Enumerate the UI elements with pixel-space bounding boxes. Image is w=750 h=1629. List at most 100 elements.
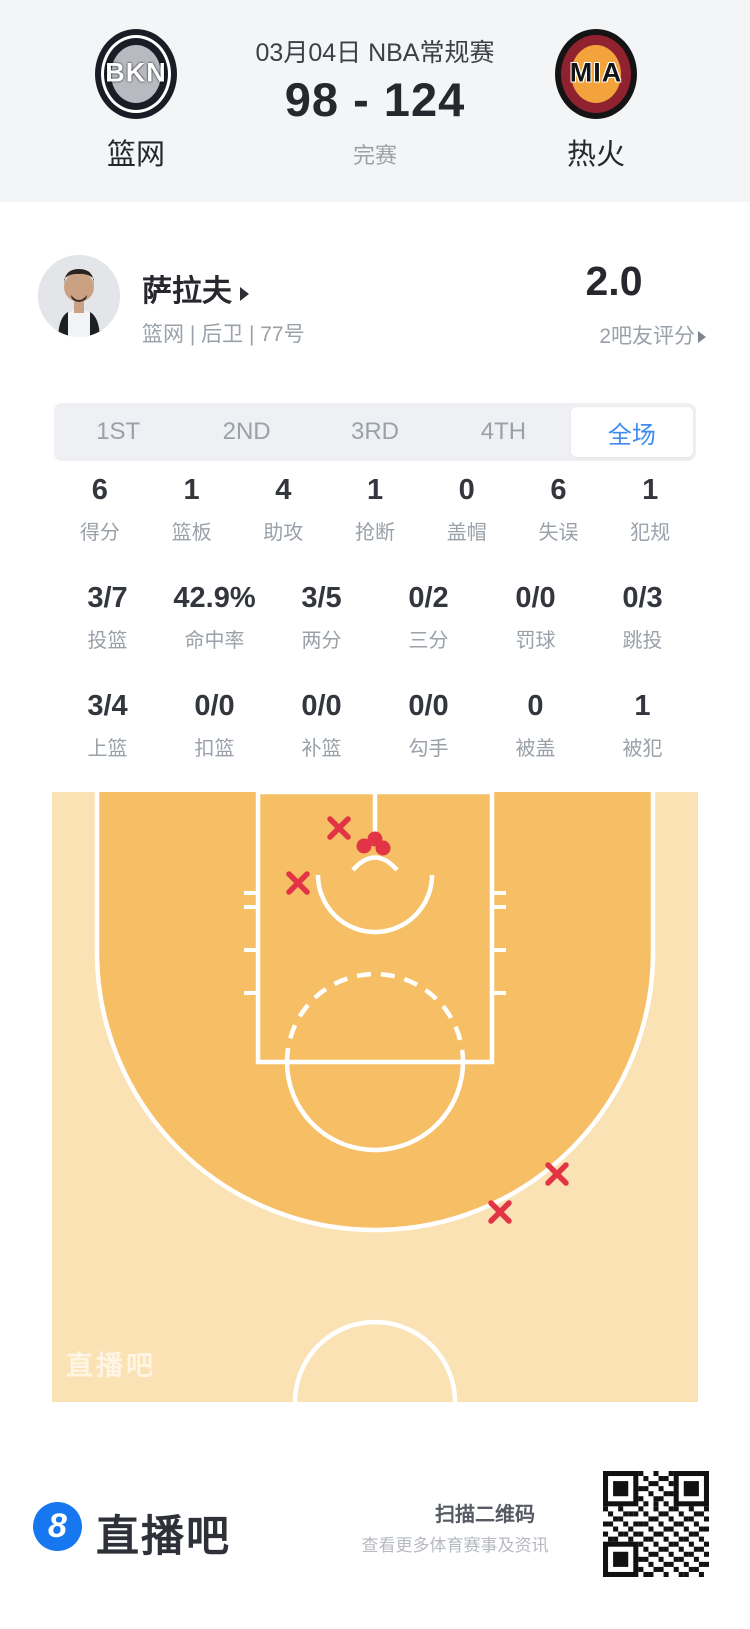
stat-cell-两分: 3/5 两分 [268,580,375,653]
away-team-name: 热火 [566,139,625,171]
rating-link-label: 2吧友评分 [599,325,695,348]
stat-label: 补篮 [301,738,342,760]
stat-cell-罚球: 0/0 罚球 [482,580,589,653]
stat-value: 42.9% [173,582,256,614]
tab-label: 2ND [222,418,271,445]
missed-shot-marker [327,816,351,840]
qr-code [600,1468,712,1580]
stat-label: 命中率 [184,630,245,652]
tab-label: 3RD [351,418,400,445]
logo-ring [101,35,171,113]
stat-value: 1 [642,474,659,506]
brand-name: 直播吧 [96,1513,231,1561]
tab-label: 4TH [480,418,527,445]
stat-cell-抢断: 1 抢断 [329,472,421,545]
player-avatar-image [38,255,120,337]
stat-cell-命中率: 42.9% 命中率 [161,580,268,653]
stat-label: 篮板 [171,522,212,544]
made-shot-marker [375,840,391,856]
stat-cell-犯规: 1 犯规 [604,472,696,545]
rating-link[interactable]: 2吧友评分 [599,320,706,350]
stat-label: 勾手 [408,738,449,760]
match-date: 03月04日 NBA常规赛 [255,39,495,67]
away-team[interactable]: MIA 热火 [506,0,686,173]
stat-value: 0/0 [515,582,556,614]
stat-value: 4 [275,474,292,506]
stat-cell-补篮: 0/0 补篮 [268,688,375,761]
tab-4th[interactable]: 4TH [439,403,567,461]
stat-label: 盖帽 [446,522,487,544]
stat-value: 3/4 [87,690,128,722]
logo-core [111,45,161,103]
stat-label: 抢断 [355,522,396,544]
home-team-logo: BKN [95,29,177,119]
quarter-tabbar: 1ST 2ND 3RD 4TH 全场 [54,403,696,461]
rim-arc [351,855,399,872]
stat-label: 投篮 [87,630,128,652]
stat-value: 6 [91,474,108,506]
stat-label: 被犯 [622,738,663,760]
tab-1st[interactable]: 1ST [54,403,182,461]
free-throw-circle-bottom [284,1061,466,1153]
scan-qr-subtitle: 查看更多体育赛事及资讯 [361,1536,549,1555]
stat-cell-盖帽: 0 盖帽 [421,472,513,545]
tab-label: 全场 [607,421,656,449]
missed-shot-marker [545,1162,569,1186]
stat-label: 得分 [79,522,120,544]
player-name-row[interactable]: 萨拉夫 [142,266,249,310]
player-dropdown-caret-icon [240,287,249,301]
stat-label: 两分 [301,630,342,652]
home-team-abbr: BKN [105,57,167,88]
stat-cell-助攻: 4 助攻 [237,472,329,545]
stat-value: 0/0 [408,690,449,722]
tab-2nd[interactable]: 2ND [182,403,310,461]
stat-value: 1 [366,474,384,506]
center-circle [292,1319,458,1402]
stat-row-basic: 6 得分 1 篮板 4 助攻 1 抢断 0 盖帽 6 失误 1 犯规 [54,472,696,545]
tab-全场[interactable]: 全场 [568,403,696,461]
rating-caret-icon [698,331,706,343]
made-shot-marker [356,838,372,854]
stat-cell-失误: 6 失误 [513,472,605,545]
player-meta: 篮网 | 后卫 | 77号 [142,323,305,346]
stat-cell-勾手: 0/0 勾手 [375,688,482,761]
match-status: 完赛 [352,143,397,168]
stat-label: 犯规 [630,522,671,544]
match-score: 98 - 124 [284,73,466,126]
stat-value: 0/0 [194,690,235,722]
stat-cell-被犯: 1 被犯 [589,688,696,761]
stat-cell-上篮: 3/4 上篮 [54,688,161,761]
stat-value: 0/0 [301,690,342,722]
stat-value: 0 [527,690,544,722]
stat-label: 上篮 [87,738,128,760]
stat-label: 跳投 [622,630,663,652]
home-team-name: 篮网 [106,139,165,171]
stat-cell-三分: 0/2 三分 [375,580,482,653]
stat-value: 1 [183,474,200,506]
shot-chart-court: 直播吧 [52,792,698,1402]
stat-cell-得分: 6 得分 [54,472,146,545]
stat-label: 失误 [538,522,579,544]
tab-3rd[interactable]: 3RD [311,403,439,461]
lane-box [255,792,495,1065]
player-avatar[interactable] [38,255,120,337]
stat-cell-被盖: 0 被盖 [482,688,589,761]
stat-value: 6 [550,474,567,506]
stat-label: 被盖 [515,738,556,760]
stat-cell-投篮: 3/7 投篮 [54,580,161,653]
player-rating: 2.0 [585,258,643,304]
stat-value: 0/2 [408,582,449,614]
home-team[interactable]: BKN 篮网 [46,0,226,173]
brand-logo-icon: 8 [33,1502,82,1551]
stat-value: 3/7 [87,582,128,614]
missed-shot-marker [488,1200,512,1224]
stat-value: 0 [458,474,475,506]
stat-row-shooting: 3/7 投篮 42.9% 命中率 3/5 两分 0/2 三分 0/0 罚球 0/3 跳投 [54,580,696,653]
logo-core [571,45,621,103]
stat-cell-篮板: 1 篮板 [146,472,238,545]
player-name: 萨拉夫 [142,275,232,308]
stat-cell-跳投: 0/3 跳投 [589,580,696,653]
stat-label: 三分 [408,630,449,652]
stat-label: 扣篮 [194,738,235,760]
